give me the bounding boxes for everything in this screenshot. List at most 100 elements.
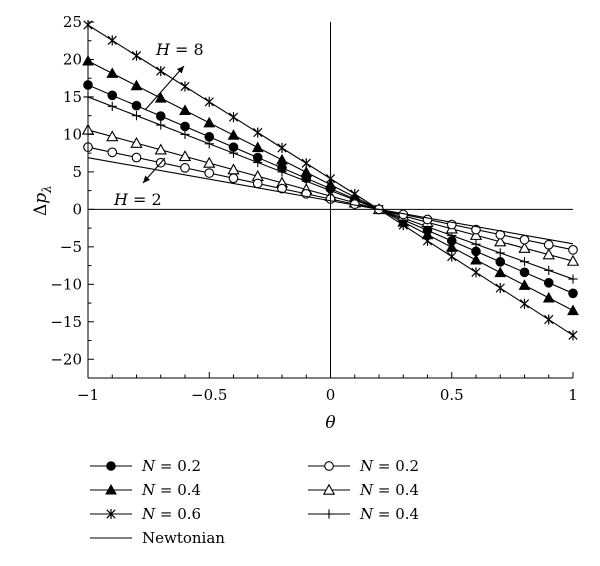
data-point <box>277 183 287 194</box>
y-axis-label: Δpλ <box>31 185 54 216</box>
data-point <box>106 67 119 78</box>
data-point <box>495 257 506 267</box>
arrow-increasing-h <box>144 65 185 111</box>
data-point <box>204 168 215 178</box>
legend-swatch-marker <box>106 508 116 520</box>
y-tick-label: −10 <box>50 275 82 293</box>
data-point <box>471 267 481 278</box>
data-point <box>131 152 142 163</box>
data-point <box>567 304 579 316</box>
data-point <box>277 142 287 153</box>
plot-area <box>81 19 580 341</box>
legend-swatch-marker <box>105 483 117 495</box>
data-point <box>252 178 263 189</box>
data-point <box>227 129 240 140</box>
axes: 25 20 15 10 5 0 −5 −10 −15 −20 −1 −0.5 0 0.5 1 θ Δpλ <box>31 13 578 433</box>
data-point <box>204 139 214 149</box>
x-tick-label: −1 <box>77 386 99 404</box>
data-point <box>106 130 119 142</box>
data-point <box>179 104 191 115</box>
x-tick-label: 1 <box>568 386 578 404</box>
annotation-h-8: H = 8 <box>155 40 204 59</box>
legend-entry-2: N = 0.4 <box>90 481 201 499</box>
legend-label: N = 0.4 <box>141 481 201 499</box>
data-point <box>422 214 433 225</box>
data-point <box>568 244 578 255</box>
x-axis-label: θ <box>325 413 335 433</box>
x-tick-label: 0 <box>326 386 336 404</box>
data-point <box>445 241 458 252</box>
legend-swatch-marker <box>324 509 334 519</box>
y-tick-label: 5 <box>72 163 82 181</box>
data-point <box>107 35 117 46</box>
legend-swatch-marker <box>324 461 334 471</box>
y-tick-label: −20 <box>50 350 82 368</box>
annotations: H = 8 H = 2 <box>113 40 204 209</box>
legend-swatch-marker <box>322 483 336 495</box>
series-5 <box>83 142 578 255</box>
legend-label: N = 0.6 <box>141 505 201 523</box>
legend-label: N = 0.2 <box>359 457 419 475</box>
data-point <box>228 173 239 184</box>
legend-label: N = 0.4 <box>359 505 419 523</box>
data-point <box>253 127 263 138</box>
data-point <box>276 153 288 165</box>
data-point <box>519 267 530 278</box>
y-tick-label: 20 <box>63 50 82 68</box>
data-point <box>228 148 239 158</box>
data-point <box>469 228 483 240</box>
data-point <box>204 96 214 107</box>
data-point <box>107 90 118 101</box>
data-point <box>544 314 554 325</box>
data-point <box>131 111 142 121</box>
data-point <box>203 156 216 168</box>
data-point <box>447 251 457 262</box>
y-tick-label: −5 <box>60 238 82 256</box>
x-tick-label: −0.5 <box>191 386 227 404</box>
data-point <box>251 141 264 153</box>
data-point <box>228 112 239 123</box>
data-point <box>180 129 190 140</box>
legend-label: Newtonian <box>142 529 225 547</box>
data-point <box>180 121 190 132</box>
data-point <box>542 248 555 260</box>
data-point <box>180 81 190 92</box>
data-point <box>568 274 578 284</box>
y-tick-label: 0 <box>72 200 82 218</box>
data-point <box>566 254 580 266</box>
data-point <box>277 167 287 177</box>
legend-entry-6: Newtonian <box>90 529 225 547</box>
data-point <box>495 248 505 258</box>
legend: N = 0.2 N = 0.2 N = 0.4 N = 0.4 N = 0.6 N = 0… <box>90 457 419 547</box>
legend-label: N = 0.4 <box>359 481 419 499</box>
x-tick-label: 0.5 <box>440 386 464 404</box>
data-point <box>568 330 578 341</box>
data-point <box>544 265 554 275</box>
data-point <box>568 288 578 299</box>
legend-entry-1: N = 0.2 <box>308 457 419 475</box>
data-point <box>107 147 118 158</box>
data-point <box>253 157 263 168</box>
data-point <box>156 120 166 130</box>
data-point <box>471 239 481 249</box>
data-point <box>542 291 555 303</box>
arrow-decreasing-h <box>142 157 166 184</box>
data-point <box>131 50 142 61</box>
data-point <box>154 143 167 155</box>
legend-entry-4: N = 0.6 <box>90 505 201 523</box>
legend-entry-3: N = 0.4 <box>308 481 419 499</box>
data-point <box>107 101 117 111</box>
data-point <box>543 239 554 250</box>
data-point <box>130 136 143 148</box>
legend-swatch-marker <box>106 461 116 471</box>
y-tick-label: 10 <box>63 125 82 143</box>
data-point <box>131 100 142 111</box>
data-point <box>519 298 530 309</box>
data-point <box>519 257 530 267</box>
y-tick-label: 15 <box>63 88 82 106</box>
legend-entry-0: N = 0.2 <box>90 457 201 475</box>
data-point <box>130 79 143 91</box>
y-tick-label: 25 <box>63 13 82 31</box>
data-point <box>470 253 482 265</box>
